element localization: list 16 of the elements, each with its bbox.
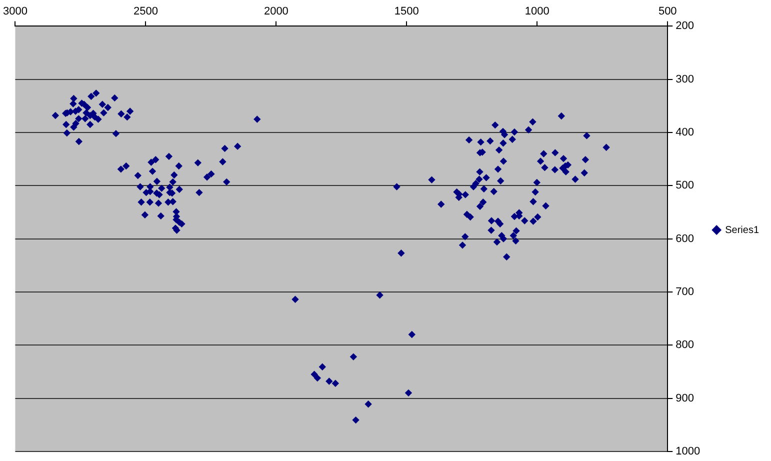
y-tick-label: 600 xyxy=(676,232,694,245)
x-tick-label: 1500 xyxy=(394,6,419,18)
x-tick-label: 2500 xyxy=(133,6,158,18)
y-tick-label: 800 xyxy=(676,339,694,352)
y-tick-label: 900 xyxy=(676,392,694,404)
x-tick-label: 3000 xyxy=(2,6,28,18)
x-tick-label: 1000 xyxy=(524,6,550,18)
y-tick-label: 200 xyxy=(676,20,694,32)
x-tick-label: 2000 xyxy=(264,6,288,18)
y-tick-label: 1000 xyxy=(676,445,700,458)
y-tick-label: 400 xyxy=(676,126,694,139)
y-tick-label: 300 xyxy=(676,73,694,86)
x-tick-label: 500 xyxy=(658,6,677,18)
legend-label: Series1 xyxy=(725,224,760,236)
y-tick-label: 500 xyxy=(676,180,694,192)
y-tick-label: 700 xyxy=(676,286,694,298)
